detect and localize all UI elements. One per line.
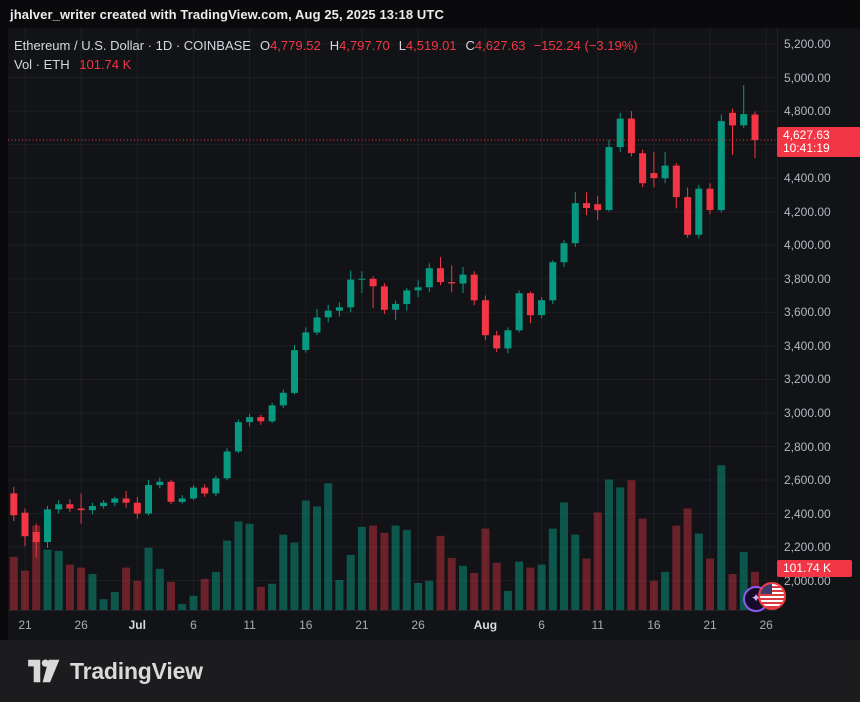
volume-row: Vol · ETH 101.74 K bbox=[14, 55, 638, 74]
price-axis-label: 2,200.00 bbox=[784, 540, 831, 555]
chart-legend: Ethereum / U.S. Dollar · 1D · COINBASE O4… bbox=[14, 36, 638, 74]
close-value: 4,627.63 bbox=[474, 38, 526, 53]
price-axis-label: 2,800.00 bbox=[784, 439, 831, 454]
time-axis-label: Jul bbox=[128, 618, 146, 632]
time-axis[interactable]: 21 26 Jul 6 11 16 21 26 Aug 6 11 16 21 26 bbox=[0, 610, 777, 641]
price-axis-label: 2,400.00 bbox=[784, 506, 831, 521]
attribution-bar: jhalver_writer created with TradingView.… bbox=[0, 0, 860, 28]
time-axis-label: 21 bbox=[18, 618, 32, 632]
price-axis-label: 3,600.00 bbox=[784, 305, 831, 320]
tradingview-logo[interactable]: TradingView bbox=[27, 657, 203, 685]
change-value: −152.24 (−3.19%) bbox=[533, 38, 638, 53]
time-axis-label: Aug bbox=[473, 618, 498, 632]
last-price-value: 4,627.63 bbox=[783, 128, 830, 142]
low-label: L bbox=[398, 38, 406, 53]
price-axis-label: 5,000.00 bbox=[784, 70, 831, 85]
high-label: H bbox=[329, 38, 340, 53]
price-axis-label: 4,400.00 bbox=[784, 171, 831, 186]
us-flag-icon bbox=[758, 582, 786, 610]
price-axis-label: 2,600.00 bbox=[784, 473, 831, 487]
price-axis-label: 4,200.00 bbox=[784, 204, 831, 219]
bar-countdown: 10:41:19 bbox=[783, 141, 830, 155]
time-axis-label: 16 bbox=[299, 618, 313, 632]
high-value: 4,797.70 bbox=[339, 38, 390, 53]
price-axis-label: 4,800.00 bbox=[784, 104, 831, 119]
candlestick-plot[interactable] bbox=[0, 28, 860, 640]
time-axis-label: 26 bbox=[74, 618, 88, 632]
low-value: 4,519.01 bbox=[405, 38, 457, 53]
tradingview-mark-icon bbox=[28, 659, 60, 683]
price-axis[interactable]: 5,200.005,000.004,800.004,600.004,400.00… bbox=[777, 28, 860, 610]
close-label: C bbox=[465, 38, 475, 53]
price-axis-label: 3,400.00 bbox=[784, 338, 831, 353]
time-axis-label: 11 bbox=[243, 618, 256, 632]
price-chart[interactable]: Ethereum / U.S. Dollar · 1D · COINBASE O4… bbox=[0, 28, 860, 640]
volume-axis-badge: 101.74 K bbox=[777, 559, 852, 577]
time-axis-label: 11 bbox=[591, 618, 604, 632]
symbol-row: Ethereum / U.S. Dollar · 1D · COINBASE O4… bbox=[14, 36, 638, 55]
symbol-title[interactable]: Ethereum / U.S. Dollar · 1D · COINBASE bbox=[14, 38, 251, 53]
open-value: 4,779.52 bbox=[270, 38, 321, 53]
price-axis-label: 3,200.00 bbox=[784, 372, 831, 387]
time-axis-label: 26 bbox=[759, 618, 773, 632]
chart-left-margin bbox=[0, 28, 8, 640]
time-axis-label: 21 bbox=[703, 618, 717, 632]
time-axis-label: 6 bbox=[190, 618, 197, 632]
time-axis-label: 6 bbox=[538, 618, 545, 632]
volume-label[interactable]: Vol · ETH bbox=[14, 57, 70, 72]
volume-value: 101.74 K bbox=[79, 57, 132, 72]
price-axis-label: 3,000.00 bbox=[784, 405, 831, 420]
time-axis-label: 21 bbox=[355, 618, 369, 632]
price-axis-label: 5,200.00 bbox=[784, 37, 831, 51]
tradingview-wordmark: TradingView bbox=[70, 657, 203, 684]
price-axis-label: 4,000.00 bbox=[784, 238, 831, 253]
last-price-badge: 4,627.63 10:41:19 bbox=[777, 127, 860, 157]
footer-bar: TradingView bbox=[0, 640, 860, 702]
time-axis-label: 16 bbox=[647, 618, 661, 632]
open-label: O bbox=[259, 38, 271, 53]
price-axis-label: 3,800.00 bbox=[784, 271, 831, 286]
time-axis-label: 26 bbox=[411, 618, 425, 632]
flag-canton bbox=[760, 584, 772, 594]
price-axis-label: 2,000.00 bbox=[784, 573, 831, 588]
